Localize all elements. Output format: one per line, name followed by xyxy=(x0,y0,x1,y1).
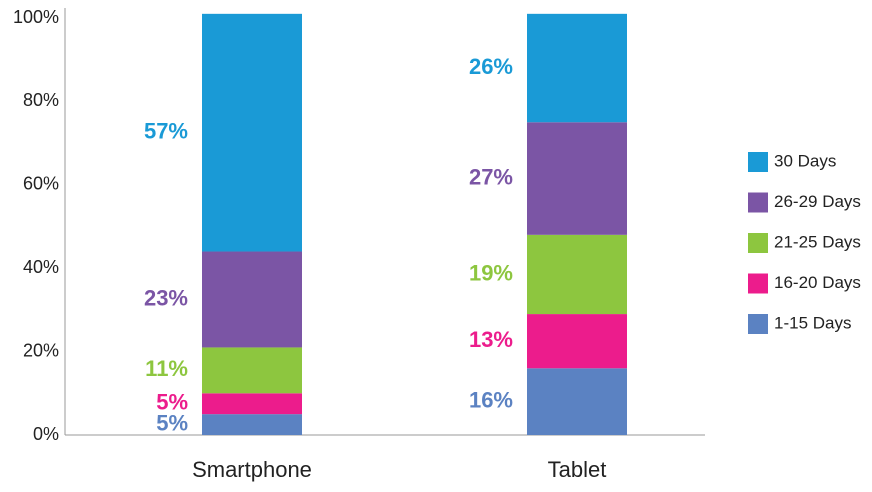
y-tick-label: 60% xyxy=(23,174,59,194)
value-label: 16% xyxy=(469,387,513,412)
bar-segment xyxy=(202,13,302,252)
bar-segment xyxy=(202,347,302,394)
legend-label: 16-20 Days xyxy=(774,273,861,292)
value-label: 19% xyxy=(469,260,513,285)
bar-segment xyxy=(527,13,627,123)
value-label: 5% xyxy=(156,390,188,415)
legend-swatch xyxy=(748,152,768,172)
legend-swatch xyxy=(748,314,768,334)
x-tick-label: Smartphone xyxy=(192,457,312,482)
y-tick-label: 80% xyxy=(23,90,59,110)
legend-label: 1-15 Days xyxy=(774,313,851,332)
value-label: 23% xyxy=(144,285,188,310)
bar-segment xyxy=(527,122,627,235)
value-label: 57% xyxy=(144,118,188,143)
value-label: 5% xyxy=(156,410,188,435)
y-tick-label: 20% xyxy=(23,340,59,360)
y-tick-label: 100% xyxy=(13,7,59,27)
bar-segment xyxy=(527,368,627,435)
value-label: 27% xyxy=(469,164,513,189)
bar-segment xyxy=(202,393,302,415)
legend-label: 21-25 Days xyxy=(774,232,861,251)
x-tick-label: Tablet xyxy=(548,457,607,482)
y-tick-label: 40% xyxy=(23,257,59,277)
bar-segment xyxy=(202,414,302,435)
legend-swatch xyxy=(748,273,768,294)
bar-segment xyxy=(527,314,627,369)
legend-label: 26-29 Days xyxy=(774,192,861,211)
bar-segment xyxy=(202,251,302,348)
value-label: 13% xyxy=(469,327,513,352)
value-label: 11% xyxy=(145,356,188,381)
legend-label: 30 Days xyxy=(774,151,836,170)
y-tick-label: 0% xyxy=(33,424,59,444)
legend-swatch xyxy=(748,233,768,253)
bar-segment xyxy=(527,234,627,315)
legend-swatch xyxy=(748,192,768,213)
value-label: 26% xyxy=(469,54,513,79)
